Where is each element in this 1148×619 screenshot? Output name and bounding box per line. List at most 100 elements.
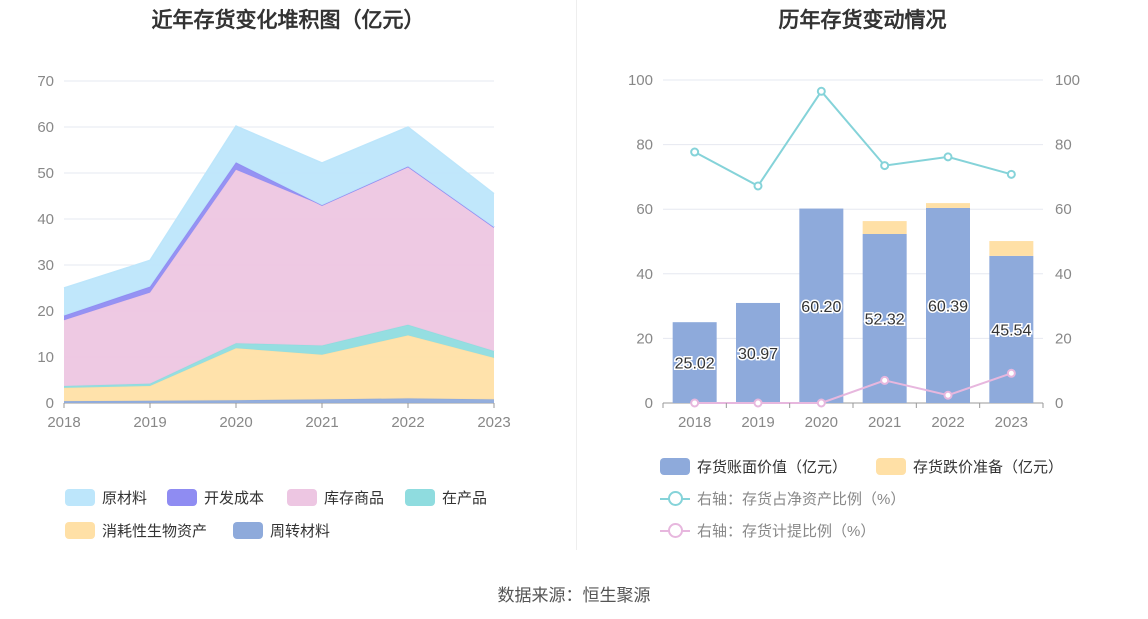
right-y-tick-label: 20 bbox=[1055, 330, 1072, 347]
legend-label: 库存商品 bbox=[324, 490, 385, 507]
line-point-0 bbox=[816, 86, 826, 96]
legend-swatch bbox=[660, 490, 690, 507]
legend-swatch bbox=[405, 489, 435, 506]
legend-label: 原材料 bbox=[102, 490, 148, 507]
legend-item-0[interactable]: 原材料 bbox=[65, 487, 147, 508]
y-tick-label: 70 bbox=[37, 73, 54, 90]
bar-0-2020 bbox=[799, 208, 844, 403]
legend-item-2[interactable]: 库存商品 bbox=[287, 487, 384, 508]
area-edge-5 bbox=[63, 125, 495, 289]
bar-value-label: 25.02 bbox=[675, 356, 715, 373]
panel-divider bbox=[576, 0, 577, 550]
left-y-tick-label: 40 bbox=[636, 266, 653, 283]
legend-swatch bbox=[65, 522, 95, 539]
x-tick-label: 2021 bbox=[305, 414, 338, 431]
bar-1-2021 bbox=[862, 221, 907, 235]
area-series-5 bbox=[64, 126, 494, 316]
bar-0-2022 bbox=[926, 207, 970, 403]
right-y-tick-label: 80 bbox=[1055, 137, 1072, 154]
bar-0-2019 bbox=[736, 302, 780, 403]
legend-item-0[interactable]: 存货账面价值（亿元） bbox=[660, 456, 847, 477]
bar-0-2021 bbox=[862, 234, 907, 403]
line-point-0 bbox=[753, 181, 763, 191]
area-series-1 bbox=[64, 335, 494, 402]
x-tick-label: 2022 bbox=[931, 414, 964, 431]
left-y-tick-label: 60 bbox=[636, 201, 653, 218]
bar-value-label: 60.39 bbox=[928, 298, 968, 315]
right-chart-panel: 历年存货变动情况 0 0 20 20 40 40 60 60 80 80 100 100 25.02 30… bbox=[577, 0, 1148, 550]
y-tick-label: 60 bbox=[37, 119, 54, 136]
x-tick-label: 2018 bbox=[47, 414, 80, 431]
right-y-tick-label: 100 bbox=[1055, 72, 1080, 89]
line-point-1 bbox=[880, 375, 890, 385]
y-tick-label: 20 bbox=[37, 303, 54, 320]
x-tick-label: 2023 bbox=[477, 414, 510, 431]
x-tick-label: 2020 bbox=[805, 414, 838, 431]
left-y-tick-label: 0 bbox=[645, 395, 653, 412]
y-tick-label: 50 bbox=[37, 165, 54, 182]
bar-value-label: 52.32 bbox=[865, 312, 905, 329]
left-chart-panel: 近年存货变化堆积图（亿元） 0 10 20 30 40 50 60 70 2018 2019 202… bbox=[0, 0, 576, 550]
right-y-tick-label: 40 bbox=[1055, 266, 1072, 283]
legend-label: 在产品 bbox=[442, 490, 488, 507]
legend-swatch bbox=[660, 522, 690, 539]
line-point-0 bbox=[1006, 169, 1016, 179]
legend-swatch bbox=[876, 458, 906, 475]
x-tick-label: 2022 bbox=[391, 414, 424, 431]
x-tick-label: 2020 bbox=[219, 414, 252, 431]
left-chart-title: 近年存货变化堆积图（亿元） bbox=[151, 9, 425, 32]
legend-label: 右轴：存货计提比例（%） bbox=[697, 523, 876, 540]
legend-item-1[interactable]: 存货跌价准备（亿元） bbox=[876, 456, 1063, 477]
line-series-1 bbox=[694, 372, 1012, 404]
line-point-1 bbox=[753, 398, 763, 408]
line-point-0 bbox=[690, 147, 700, 157]
right-y-tick-label: 0 bbox=[1055, 395, 1063, 412]
y-tick-label: 40 bbox=[37, 211, 54, 228]
x-tick-label: 2023 bbox=[995, 414, 1028, 431]
area-series-0 bbox=[64, 398, 494, 403]
legend-swatch bbox=[287, 489, 317, 506]
y-tick-label: 30 bbox=[37, 257, 54, 274]
left-y-tick-label: 80 bbox=[636, 137, 653, 154]
legend-item-1[interactable]: 开发成本 bbox=[167, 487, 264, 508]
bar-0-2018 bbox=[672, 322, 717, 403]
legend-swatch bbox=[660, 458, 690, 475]
legend-label: 右轴：存货占净资产比例（%） bbox=[697, 491, 906, 508]
bar-1-2022 bbox=[926, 203, 970, 208]
legend-label: 存货跌价准备（亿元） bbox=[913, 459, 1064, 476]
line-point-1 bbox=[1006, 368, 1016, 378]
bar-value-label: 45.54 bbox=[991, 322, 1031, 339]
line-series-0 bbox=[694, 89, 1012, 188]
legend-item-5[interactable]: 周转材料 bbox=[233, 520, 330, 541]
legend-swatch bbox=[233, 522, 263, 539]
line-point-1 bbox=[816, 398, 826, 408]
line-point-1 bbox=[690, 398, 700, 408]
legend-swatch bbox=[167, 489, 197, 506]
area-series-3 bbox=[64, 166, 494, 386]
y-tick-label: 0 bbox=[46, 395, 54, 412]
legend-item-4[interactable]: 消耗性生物资产 bbox=[65, 520, 207, 541]
bar-value-label: 60.20 bbox=[801, 299, 841, 316]
data-source-note: 数据来源：恒生聚源 bbox=[497, 586, 651, 605]
area-series-4 bbox=[64, 162, 494, 321]
left-y-tick-label: 100 bbox=[628, 72, 653, 89]
legend-label: 消耗性生物资产 bbox=[102, 523, 208, 540]
right-y-tick-label: 60 bbox=[1055, 201, 1072, 218]
left-y-tick-label: 20 bbox=[636, 330, 653, 347]
x-tick-label: 2019 bbox=[741, 414, 774, 431]
legend-swatch bbox=[65, 489, 95, 506]
line-point-0 bbox=[943, 152, 953, 162]
stacked-area-chart: 0 10 20 30 40 50 60 70 2018 2019 2020 2021 2022 2023 bbox=[37, 73, 510, 431]
bar-value-label: 30.97 bbox=[738, 346, 778, 363]
legend-label: 周转材料 bbox=[270, 523, 331, 540]
legend-item-3[interactable]: 右轴：存货计提比例（%） bbox=[660, 520, 875, 541]
legend-label: 开发成本 bbox=[204, 490, 265, 507]
legend-item-3[interactable]: 在产品 bbox=[405, 487, 487, 508]
bar-1-2023 bbox=[989, 241, 1034, 256]
line-point-1 bbox=[943, 390, 953, 400]
line-point-0 bbox=[880, 161, 890, 171]
legend-label: 存货账面价值（亿元） bbox=[697, 459, 848, 476]
legend-item-2[interactable]: 右轴：存货占净资产比例（%） bbox=[660, 488, 905, 509]
x-tick-label: 2021 bbox=[868, 414, 901, 431]
